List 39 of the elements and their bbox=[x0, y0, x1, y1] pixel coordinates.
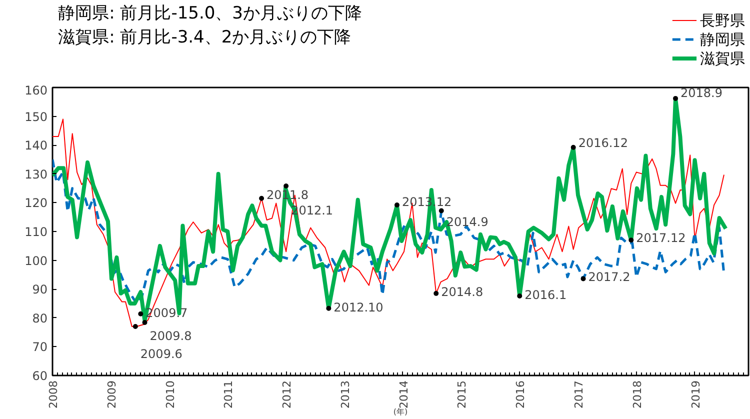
x-tick-label: 2010 bbox=[164, 380, 177, 408]
x-tick-label: 2016 bbox=[514, 380, 528, 408]
x-tick-label: 2008 bbox=[47, 380, 60, 408]
x-tick-label: 2018 bbox=[630, 380, 644, 408]
x-axis-title: (年) bbox=[393, 407, 408, 416]
x-tick-label: 2019 bbox=[689, 380, 702, 408]
legend-label: 長野県 bbox=[700, 12, 746, 30]
chart-subtitle: 滋賀県: 前月比-3.4、2か月ぶりの下降 bbox=[58, 28, 352, 48]
y-tick-label: 70 bbox=[32, 340, 48, 354]
annotation: 2016.1 bbox=[524, 288, 567, 302]
y-tick-label: 140 bbox=[24, 138, 48, 153]
x-tick-label: 2012 bbox=[280, 380, 294, 408]
x-tick-label: 2017 bbox=[572, 380, 586, 408]
x-tick-label: 2011 bbox=[222, 380, 236, 408]
chart-title: 静岡県: 前月比-15.0、3か月ぶりの下降 bbox=[58, 4, 362, 24]
y-tick-label: 60 bbox=[32, 369, 48, 383]
x-tick-label: 2014 bbox=[397, 380, 410, 408]
annotation: 2012.10 bbox=[334, 300, 384, 314]
annotation: 2014.9 bbox=[446, 214, 488, 229]
x-tick-label: 2009 bbox=[105, 380, 118, 408]
y-tick-label: 90 bbox=[32, 282, 48, 297]
annotation: 2009.8 bbox=[150, 328, 192, 343]
y-tick-label: 150 bbox=[24, 110, 48, 124]
x-tick-label: 2015 bbox=[456, 380, 469, 408]
legend-label: 静岡県 bbox=[700, 30, 746, 48]
y-tick-label: 160 bbox=[24, 84, 48, 98]
annotation: 2017.2 bbox=[588, 270, 630, 284]
y-tick-label: 130 bbox=[24, 167, 48, 182]
annotation: 2009.6 bbox=[140, 347, 182, 362]
annotation: 2018.9 bbox=[680, 86, 723, 100]
x-tick-label: 2013 bbox=[338, 380, 352, 408]
y-tick-label: 80 bbox=[32, 311, 48, 326]
legend-label: 滋賀県 bbox=[700, 50, 746, 68]
annotation: 2016.12 bbox=[578, 136, 628, 150]
y-tick-label: 110 bbox=[24, 225, 48, 239]
y-tick-label: 120 bbox=[24, 196, 48, 210]
annotation: 2014.8 bbox=[441, 285, 484, 300]
y-tick-label: 100 bbox=[24, 254, 48, 268]
annotation: 2017.12 bbox=[636, 230, 686, 245]
